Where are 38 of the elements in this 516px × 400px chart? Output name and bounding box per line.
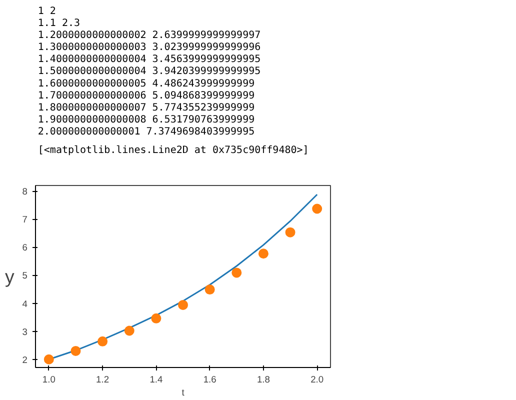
x-tick-label: 1.2 — [96, 374, 110, 384]
text: 1.6000000000000005 4.486243999999999 — [38, 78, 255, 90]
text: 1.5000000000000004 3.9420399999999995 — [38, 66, 261, 78]
text: 1.3000000000000003 3.0239999999999996 — [38, 42, 261, 54]
text: 1 2 — [38, 6, 56, 17]
point — [151, 313, 162, 324]
x-tick-label: 1.0 — [42, 374, 56, 384]
text: 1.4000000000000004 3.4563999999999995 — [38, 54, 261, 66]
x-tick-label: 1.4 — [150, 374, 163, 384]
y-tick-label: 2 — [22, 354, 28, 365]
x-tick-label: 1.8 — [256, 374, 270, 384]
point — [124, 326, 134, 336]
text: 1.8000000000000007 5.774355239999999 — [38, 102, 255, 114]
point — [312, 204, 322, 214]
text: 2.000000000000001 7.3749698403999995 — [38, 126, 255, 138]
y-tick-label: 3 — [22, 326, 28, 337]
point — [232, 268, 242, 278]
text: 1.9000000000000008 6.531790763999999 — [38, 114, 255, 126]
text: 1.1 2.3 — [38, 18, 80, 29]
point — [285, 227, 296, 238]
x-axis-title: t — [182, 388, 185, 398]
text: [<matplotlib.lines.Line2D at 0x735c90ff9480>] — [38, 145, 309, 156]
text: 1.7000000000000006 5.094868399999999 — [38, 90, 255, 102]
y-tick-label: 4 — [22, 298, 28, 309]
y-tick-label: 7 — [22, 214, 28, 225]
x-tick-label: 1.6 — [203, 374, 216, 384]
y-tick-label: 8 — [22, 186, 28, 197]
point — [204, 284, 215, 295]
y-axis-title: y — [4, 266, 15, 287]
point — [44, 354, 54, 364]
point — [178, 300, 188, 310]
point — [258, 248, 268, 259]
point — [70, 346, 81, 356]
text: 1.2000000000000002 2.6399999999999997 — [38, 30, 261, 42]
x-tick-label: 2.0 — [310, 374, 324, 384]
point — [98, 336, 108, 346]
y-tick-label: 5 — [22, 270, 28, 281]
y-tick-label: 6 — [22, 242, 28, 253]
